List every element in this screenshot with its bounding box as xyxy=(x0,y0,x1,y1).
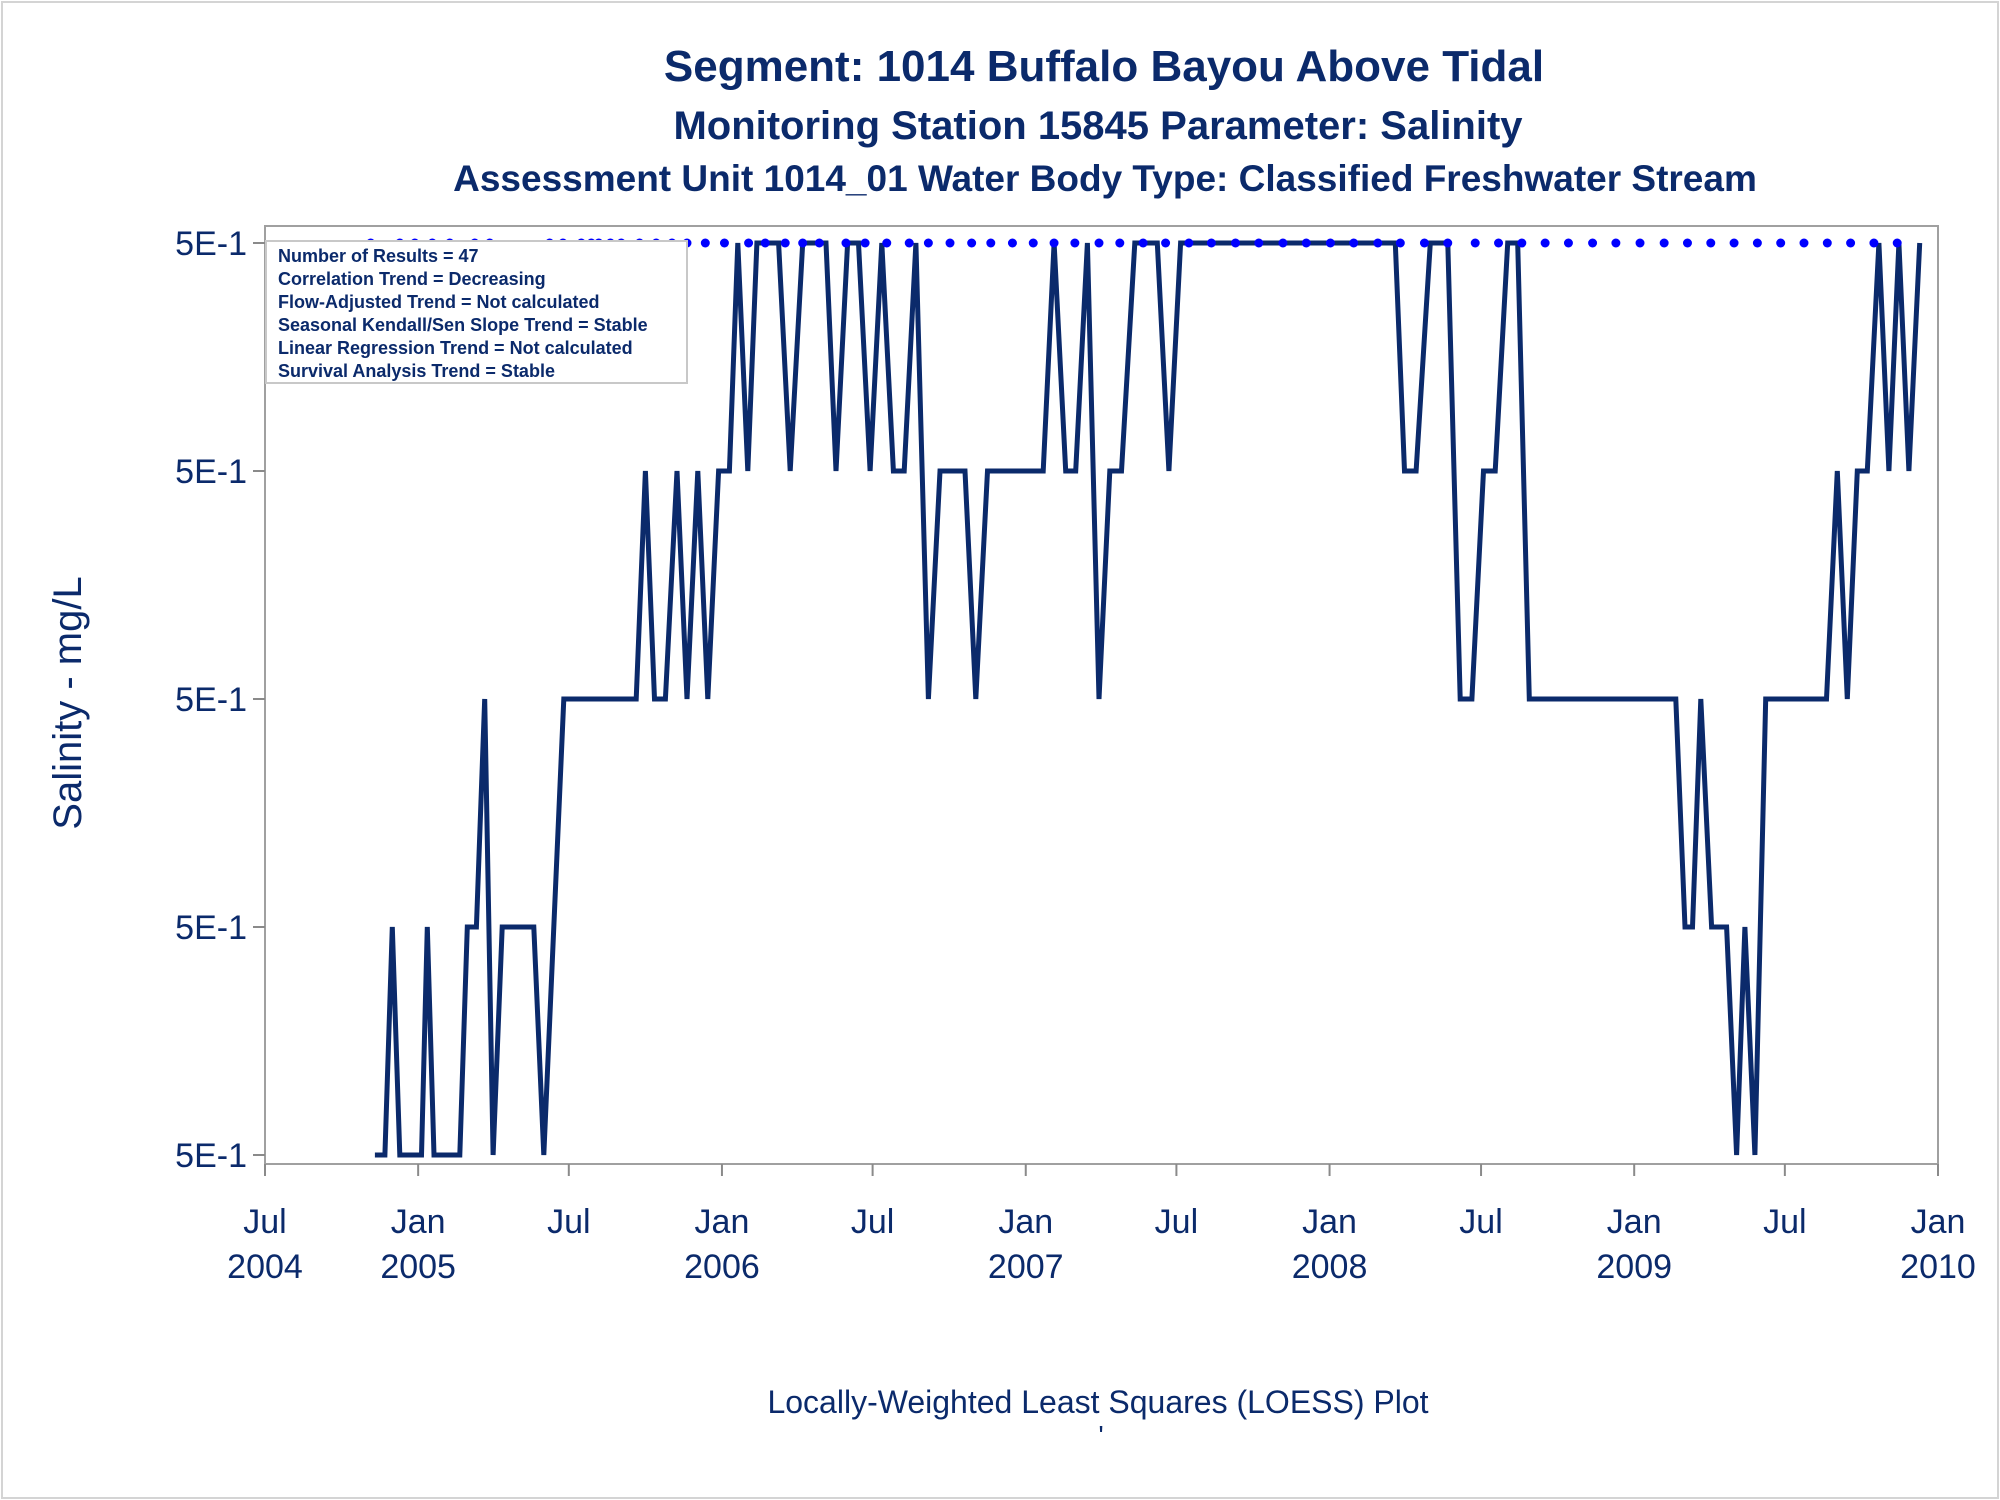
data-point xyxy=(780,238,790,248)
data-point xyxy=(1892,238,1902,248)
x-tick-label-month: Jan xyxy=(1911,1203,1966,1241)
chart-title: Segment: 1014 Buffalo Bayou Above Tidal xyxy=(664,42,1544,91)
x-tick-label-month: Jul xyxy=(851,1203,894,1241)
y-tick-label: 5E-1 xyxy=(175,909,247,947)
data-point xyxy=(1635,238,1645,248)
data-point xyxy=(1115,238,1125,248)
x-axis: Jul 2004 Jan 2005 Jul Jan 2006 Jul Jan 2007 Jul Jan… xyxy=(227,1164,1976,1286)
data-point xyxy=(1373,238,1383,248)
x-tick-label-year: 2004 xyxy=(227,1248,303,1286)
y-tick-label: 5E-1 xyxy=(175,681,247,719)
data-point xyxy=(1682,238,1692,248)
data-point xyxy=(1070,238,1080,248)
x-tick-label-year: 2007 xyxy=(988,1248,1064,1286)
salinity-line xyxy=(374,240,1923,1158)
x-tick-label-year: 2005 xyxy=(380,1248,456,1286)
x-tick-label-year: 2008 xyxy=(1292,1248,1368,1286)
data-point xyxy=(1659,238,1669,248)
data-point xyxy=(1470,238,1480,248)
data-point xyxy=(1846,238,1856,248)
data-point xyxy=(814,238,824,248)
x-tick-label-month: Jan xyxy=(695,1203,750,1241)
chart-subtitle-2: Assessment Unit 1014_01 Water Body Type:… xyxy=(453,158,1757,199)
data-point xyxy=(1184,238,1194,248)
data-point xyxy=(860,238,870,248)
data-point xyxy=(1049,238,1059,248)
data-point xyxy=(1706,238,1716,248)
data-point xyxy=(1254,238,1264,248)
data-point xyxy=(1419,238,1429,248)
data-point xyxy=(1301,238,1311,248)
data-point xyxy=(1752,238,1762,248)
data-point xyxy=(1094,238,1104,248)
x-tick-label-year: 2010 xyxy=(1900,1248,1976,1286)
data-point xyxy=(1349,238,1359,248)
series-line-group xyxy=(374,240,1923,1158)
data-point xyxy=(1443,238,1453,248)
data-point xyxy=(1799,238,1809,248)
data-point xyxy=(1588,238,1598,248)
x-tick-label-month: Jul xyxy=(547,1203,590,1241)
stats-line: Seasonal Kendall/Sen Slope Trend = Stabl… xyxy=(278,315,648,335)
x-tick-label-month: Jan xyxy=(998,1203,1053,1241)
stats-line: Linear Regression Trend = Not calculated xyxy=(278,338,633,358)
x-tick-label-month: Jul xyxy=(1763,1203,1806,1241)
x-tick-label-month: Jan xyxy=(391,1203,446,1241)
data-point xyxy=(700,238,710,248)
data-point xyxy=(1278,238,1288,248)
data-point xyxy=(1161,238,1171,248)
data-point xyxy=(882,238,892,248)
data-point xyxy=(1869,238,1879,248)
data-point xyxy=(1206,238,1216,248)
x-tick-label-month: Jan xyxy=(1302,1203,1357,1241)
data-point xyxy=(1776,238,1786,248)
stats-line: Number of Results = 47 xyxy=(278,246,479,266)
stats-line: Flow-Adjusted Trend = Not calculated xyxy=(278,292,600,312)
data-point xyxy=(760,238,770,248)
chart-subtitle: Monitoring Station 15845 Parameter: Sali… xyxy=(673,104,1523,148)
data-point xyxy=(1028,238,1038,248)
data-point xyxy=(798,238,808,248)
stats-line: Survival Analysis Trend = Stable xyxy=(278,361,555,381)
data-point xyxy=(1007,238,1017,248)
data-point xyxy=(1231,238,1241,248)
data-point xyxy=(1540,238,1550,248)
salinity-chart: Segment: 1014 Buffalo Bayou Above Tidal … xyxy=(46,42,1976,1451)
data-point xyxy=(967,238,977,248)
x-tick-label-month: Jul xyxy=(1459,1203,1502,1241)
data-point xyxy=(1611,238,1621,248)
x-tick-label-month: Jul xyxy=(243,1203,286,1241)
y-tick-label: 5E-1 xyxy=(175,1137,247,1175)
footnote-mark: ' xyxy=(1098,1420,1103,1451)
data-point xyxy=(719,238,729,248)
y-axis-label: Salinity - mg/L xyxy=(46,576,90,829)
x-tick-label-year: 2006 xyxy=(684,1248,760,1286)
data-point xyxy=(744,238,754,248)
y-tick-label: 5E-1 xyxy=(175,453,247,491)
data-point xyxy=(1325,238,1335,248)
footnote: Locally-Weighted Least Squares (LOESS) P… xyxy=(767,1384,1428,1420)
data-point xyxy=(841,238,851,248)
plot-area xyxy=(264,225,1939,1165)
data-point xyxy=(1563,238,1573,248)
x-tick-label-year: 2009 xyxy=(1596,1248,1672,1286)
data-point xyxy=(1729,238,1739,248)
y-tick-label: 5E-1 xyxy=(175,225,247,263)
x-tick-label-month: Jul xyxy=(1155,1203,1198,1241)
stats-box-border xyxy=(265,240,688,384)
data-point xyxy=(1517,238,1527,248)
data-point xyxy=(1494,238,1504,248)
data-point xyxy=(1395,238,1405,248)
stats-box: Number of Results = 47 Correlation Trend … xyxy=(265,240,688,384)
y-axis: 5E-1 5E-1 5E-1 5E-1 5E-1 xyxy=(175,225,265,1175)
data-point xyxy=(986,238,996,248)
data-point xyxy=(923,238,933,248)
data-point xyxy=(1138,238,1148,248)
data-point xyxy=(904,238,914,248)
data-point xyxy=(1822,238,1832,248)
x-tick-label-month: Jan xyxy=(1607,1203,1662,1241)
stats-line: Correlation Trend = Decreasing xyxy=(278,269,546,289)
data-point xyxy=(945,238,955,248)
